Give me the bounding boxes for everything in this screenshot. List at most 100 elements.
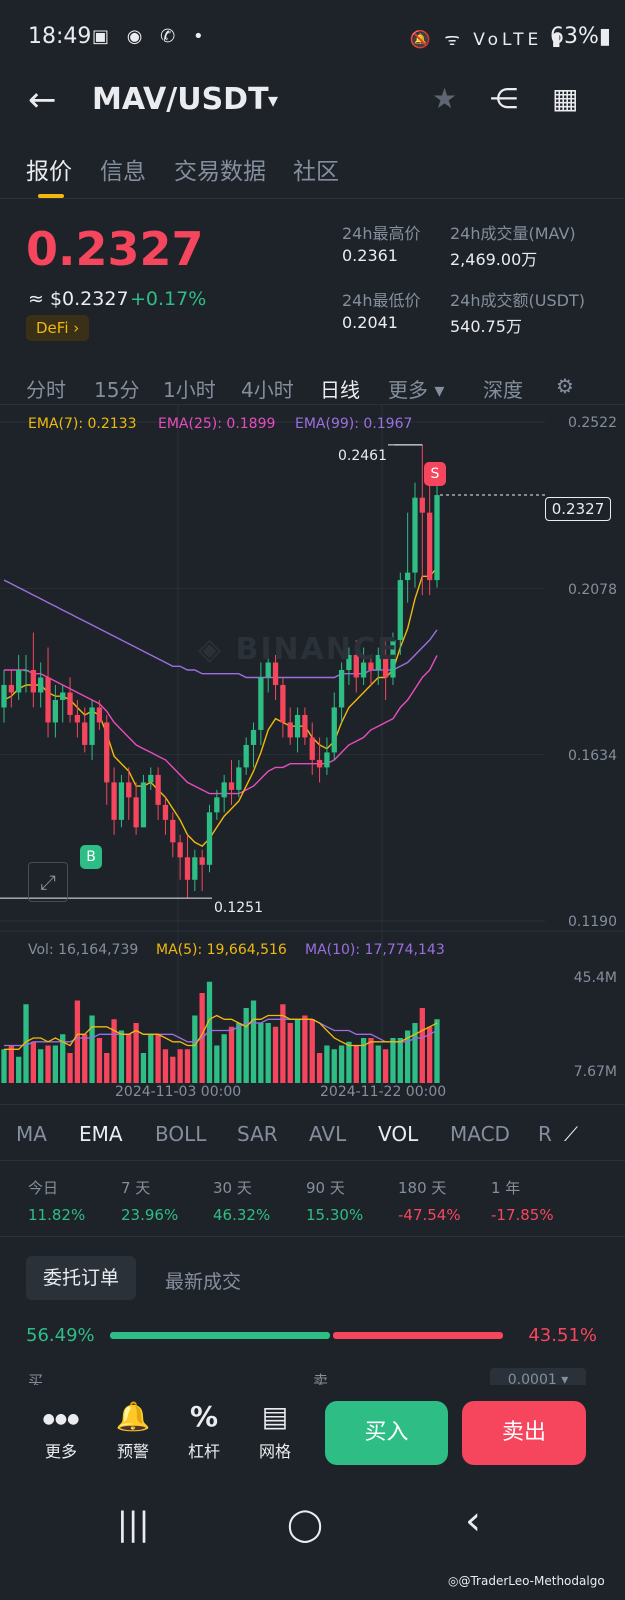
candle-body xyxy=(126,782,132,798)
indicator-settings-icon[interactable]: ⟋ xyxy=(560,1122,578,1146)
period-label: 7 天 xyxy=(121,1179,151,1197)
recent-apps-icon[interactable]: ||| xyxy=(117,1505,150,1543)
candlestick-chart[interactable] xyxy=(0,405,625,1105)
candle-body xyxy=(280,684,286,723)
tab-order-book[interactable]: 委托订单 xyxy=(26,1256,136,1300)
interval-more[interactable]: 更多 ▾ xyxy=(388,378,445,402)
tab-quote[interactable]: 报价 xyxy=(26,159,72,185)
volume-bar xyxy=(346,1041,352,1083)
candle-body xyxy=(434,495,440,581)
category-tag[interactable]: DeFi › xyxy=(26,315,90,341)
volume-bar xyxy=(67,1053,73,1083)
ema25-line xyxy=(4,655,438,795)
candle-body xyxy=(38,677,44,693)
candle-body xyxy=(309,737,315,760)
high-label: 24h最高价 xyxy=(342,224,421,243)
ema99-legend: EMA(99): 0.1967 xyxy=(295,416,413,432)
vol-ma10-legend: MA(10): 17,774,143 xyxy=(305,942,445,958)
indicator-boll[interactable]: BOLL xyxy=(155,1122,207,1146)
indicator-ma[interactable]: MA xyxy=(16,1122,47,1146)
pair-dropdown-icon[interactable]: ▾ xyxy=(268,88,279,112)
period-value: 11.82% xyxy=(28,1206,86,1224)
interval-time[interactable]: 分时 xyxy=(26,378,66,402)
status-bar: 18:49 ▣ ◉ ✆ • 🔕 ᯤ VoLTE ▮ 63%▮ xyxy=(0,0,625,78)
more-action[interactable]: ●●● 更多 xyxy=(31,1400,91,1462)
last-price: 0.2327 xyxy=(26,222,204,276)
candle-body xyxy=(419,497,425,513)
percent-icon: % xyxy=(189,1400,219,1433)
candle-body xyxy=(221,782,227,798)
date-axis-label: 2024-11-22 00:00 xyxy=(320,1084,447,1100)
interval-4h[interactable]: 4小时 xyxy=(241,378,294,402)
turnover-label: 24h成交额(USDT) xyxy=(450,291,585,310)
volume-bar xyxy=(434,1019,440,1083)
volume-bar xyxy=(1,1049,7,1083)
indicator-macd[interactable]: MACD xyxy=(450,1122,510,1146)
volume-bar xyxy=(192,1015,198,1083)
volume-bar xyxy=(397,1038,403,1083)
volume-bar xyxy=(38,1049,44,1083)
alert-action[interactable]: 🔔 预警 xyxy=(103,1400,163,1462)
sell-button[interactable]: 卖出 xyxy=(462,1401,586,1465)
margin-action[interactable]: % 杠杆 xyxy=(174,1400,234,1462)
period-value: -47.54% xyxy=(398,1206,461,1224)
favorite-star-icon[interactable]: ★ xyxy=(432,82,458,115)
volume-bar xyxy=(82,1034,88,1083)
candle-body xyxy=(412,497,418,573)
high-value: 0.2361 xyxy=(342,246,398,265)
interval-1h[interactable]: 1小时 xyxy=(163,378,216,402)
volume-bar xyxy=(258,1023,264,1083)
tab-recent-trades[interactable]: 最新成交 xyxy=(165,1271,242,1293)
candle-body xyxy=(272,662,279,685)
interval-divider xyxy=(0,404,625,405)
back-arrow-icon[interactable]: ← xyxy=(28,80,57,120)
candle-body xyxy=(199,857,205,865)
candle-body xyxy=(8,684,14,693)
volume-axis-label: 7.67M xyxy=(573,1064,617,1080)
indicator-avl[interactable]: AVL xyxy=(309,1122,347,1146)
candle-body xyxy=(236,767,242,790)
volume-bar xyxy=(111,1019,117,1083)
candle-body xyxy=(177,842,183,858)
low-label: 24h最低价 xyxy=(342,291,421,310)
candle-body xyxy=(302,714,308,738)
volume-bar xyxy=(118,1030,125,1083)
period-label: 1 年 xyxy=(491,1179,521,1197)
price-axis-label: 0.1190 xyxy=(568,914,617,930)
candle-body xyxy=(382,655,389,678)
date-axis-label: 2024-11-03 00:00 xyxy=(115,1084,242,1100)
interval-1d[interactable]: 日线 xyxy=(320,378,360,402)
grid-menu-icon[interactable]: ▦ xyxy=(552,82,579,115)
buy-ratio: 56.49% xyxy=(26,1325,95,1346)
volume-bar xyxy=(8,1045,14,1083)
system-back-icon[interactable]: ‹ xyxy=(465,1498,481,1544)
interval-depth[interactable]: 深度 xyxy=(483,378,523,402)
indicator-sar[interactable]: SAR xyxy=(237,1122,278,1146)
status-time: 18:49 xyxy=(28,24,92,49)
volume-bar xyxy=(265,1023,271,1083)
home-icon[interactable]: ◯ xyxy=(287,1505,323,1543)
share-icon[interactable]: ⋲ xyxy=(490,82,518,115)
candle-body xyxy=(111,782,117,820)
tab-trading-data[interactable]: 交易数据 xyxy=(174,159,266,185)
volume-bar xyxy=(419,1008,425,1083)
volume-bar xyxy=(74,1000,81,1083)
buy-button[interactable]: 买入 xyxy=(325,1401,448,1465)
volume-bar xyxy=(316,1053,323,1083)
tab-info[interactable]: 信息 xyxy=(100,159,146,185)
indicator-vol[interactable]: VOL xyxy=(378,1122,419,1146)
chart-settings-icon[interactable]: ⚙ xyxy=(556,374,574,398)
tab-community[interactable]: 社区 xyxy=(293,159,339,185)
candle-body xyxy=(243,744,249,768)
alert-label: 预警 xyxy=(116,1442,149,1461)
volume-bar xyxy=(382,1049,389,1083)
expand-icon[interactable]: ⤢ xyxy=(28,862,68,902)
indicator-ema[interactable]: EMA xyxy=(79,1122,123,1146)
grid-action[interactable]: ▤ 网格 xyxy=(245,1400,305,1462)
volume-bar xyxy=(228,1026,235,1083)
pair-title[interactable]: MAV/USDT xyxy=(92,82,269,117)
indicator-rsi[interactable]: R xyxy=(538,1122,552,1146)
interval-15m[interactable]: 15分 xyxy=(94,378,140,402)
low-marker-label: 0.1251 xyxy=(214,900,263,916)
candle-body xyxy=(60,692,66,700)
